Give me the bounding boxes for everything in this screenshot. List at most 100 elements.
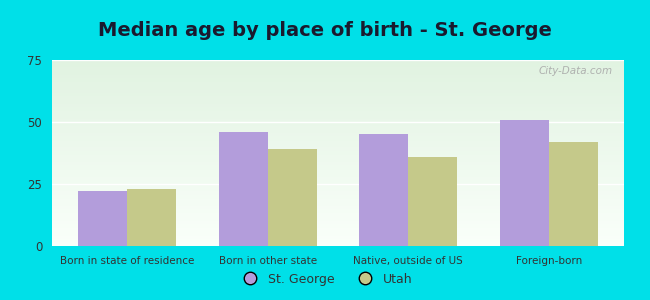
Bar	[52, 71, 624, 72]
Bar	[52, 123, 624, 124]
Bar	[52, 109, 624, 110]
Bar	[52, 151, 624, 152]
Bar	[52, 105, 624, 106]
Bar	[52, 131, 624, 132]
Bar	[52, 198, 624, 199]
Bar	[52, 226, 624, 227]
Bar	[52, 103, 624, 104]
Bar	[52, 173, 624, 174]
Bar	[52, 137, 624, 138]
Bar	[78, 191, 127, 246]
Bar	[52, 194, 624, 195]
Bar	[52, 69, 624, 70]
Bar	[52, 215, 624, 216]
Bar	[52, 63, 624, 64]
Bar	[52, 210, 624, 211]
Bar	[52, 243, 624, 244]
Bar	[52, 66, 624, 67]
Bar	[52, 219, 624, 220]
Bar	[52, 94, 624, 95]
Bar	[52, 78, 624, 79]
Bar	[52, 196, 624, 197]
Bar	[52, 91, 624, 92]
Bar	[52, 146, 624, 147]
Bar	[52, 90, 624, 91]
Bar	[52, 150, 624, 151]
Bar	[52, 239, 624, 240]
Bar	[52, 169, 624, 170]
Bar	[52, 230, 624, 231]
Bar	[52, 148, 624, 149]
Bar	[52, 96, 624, 97]
Bar	[52, 217, 624, 218]
Bar	[52, 170, 624, 171]
Bar	[52, 97, 624, 98]
Bar	[52, 207, 624, 208]
Bar	[52, 127, 624, 128]
Bar	[52, 235, 624, 236]
Bar	[52, 118, 624, 119]
Bar	[52, 84, 624, 85]
Legend: St. George, Utah: St. George, Utah	[233, 268, 417, 291]
Bar	[52, 72, 624, 73]
Bar	[52, 202, 624, 203]
Bar	[52, 174, 624, 175]
Bar	[52, 80, 624, 81]
Bar	[52, 214, 624, 215]
Bar	[52, 87, 624, 88]
Bar	[408, 157, 458, 246]
Bar	[52, 155, 624, 156]
Bar	[52, 115, 624, 116]
Bar	[52, 77, 624, 78]
Bar	[52, 183, 624, 184]
Bar	[52, 204, 624, 205]
Bar	[52, 138, 624, 139]
Bar	[52, 187, 624, 188]
Bar	[52, 111, 624, 112]
Bar	[52, 227, 624, 228]
Bar	[52, 211, 624, 212]
Bar	[52, 64, 624, 66]
Bar	[52, 139, 624, 140]
Bar	[52, 216, 624, 217]
Text: City-Data.com: City-Data.com	[538, 66, 612, 76]
Bar	[52, 222, 624, 223]
Bar	[52, 177, 624, 178]
Bar	[52, 152, 624, 153]
Bar	[52, 67, 624, 68]
Bar	[52, 92, 624, 94]
Bar	[52, 181, 624, 182]
Bar	[52, 114, 624, 115]
Bar	[52, 188, 624, 189]
Bar	[52, 70, 624, 71]
Bar	[52, 135, 624, 136]
Bar	[52, 117, 624, 118]
Bar	[52, 95, 624, 96]
Bar	[52, 203, 624, 204]
Bar	[52, 212, 624, 214]
Bar	[52, 172, 624, 173]
Bar	[52, 199, 624, 200]
Bar	[52, 134, 624, 135]
Bar	[52, 200, 624, 201]
Bar	[52, 167, 624, 168]
Bar	[52, 145, 624, 146]
Bar	[52, 171, 624, 172]
Bar	[52, 165, 624, 166]
Bar	[52, 201, 624, 202]
Bar	[52, 61, 624, 62]
Bar	[52, 175, 624, 176]
Bar	[52, 163, 624, 164]
Bar	[52, 132, 624, 133]
Bar	[52, 223, 624, 224]
Bar	[52, 209, 624, 210]
Bar	[52, 62, 624, 63]
Bar	[52, 98, 624, 99]
Bar	[52, 208, 624, 209]
Bar	[52, 142, 624, 143]
Bar	[52, 149, 624, 150]
Bar	[52, 193, 624, 194]
Bar	[52, 231, 624, 232]
Bar	[52, 218, 624, 219]
Bar	[52, 190, 624, 191]
